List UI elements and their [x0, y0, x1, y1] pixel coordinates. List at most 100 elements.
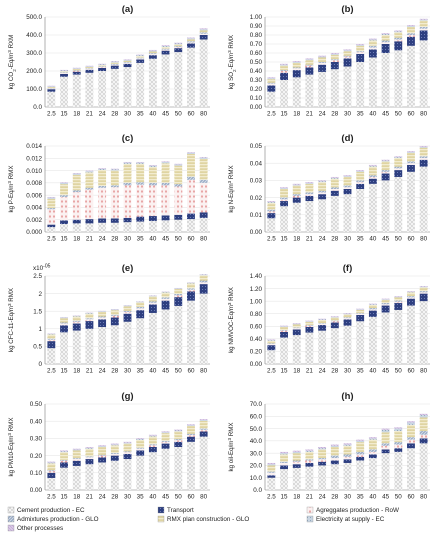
bar-other	[47, 85, 56, 87]
bar-rmx_plant	[47, 463, 56, 471]
y-tick-label: 60.0	[250, 413, 263, 420]
bar-aggregates	[368, 47, 377, 50]
bar-cement	[368, 57, 377, 107]
bar-admixtures	[199, 428, 208, 430]
bar-aggregates	[161, 298, 170, 301]
bar-electricity	[419, 415, 428, 418]
bar-rmx_plant	[60, 318, 68, 323]
y-tick-label: 100.0	[26, 86, 42, 93]
y-tick-label: 1.00	[250, 14, 263, 21]
bar-cement	[110, 222, 119, 232]
bar-admixtures	[318, 323, 327, 324]
legend-swatch	[7, 515, 15, 523]
bar-rmx_plant	[148, 51, 157, 54]
bar-transport	[136, 310, 145, 319]
bar-rmx_plant	[394, 297, 403, 301]
bar-rmx_plant	[110, 170, 119, 186]
bar-aggregates	[187, 289, 195, 292]
x-tick-label: 35	[137, 494, 145, 501]
bar-other	[148, 49, 157, 51]
y-tick-label: 0.010	[26, 168, 42, 175]
bar-other	[280, 63, 288, 65]
y-tick-label: 0.10	[250, 95, 263, 102]
bar-admixtures	[407, 161, 415, 164]
bar-admixtures	[292, 67, 301, 69]
x-tick-label: 21	[306, 494, 314, 501]
y-axis-label-part: RMX	[8, 166, 15, 181]
legend-label: Cement production - EC	[17, 507, 85, 514]
bar-rmx_plant	[305, 321, 314, 326]
bar-other	[343, 313, 352, 314]
bar-admixtures	[267, 471, 276, 473]
bar-rmx_plant	[394, 158, 403, 167]
bar-transport	[148, 447, 157, 453]
x-tick-label: 80	[200, 494, 208, 501]
bar-other	[267, 339, 276, 341]
legend-label: Agreggates production - RoW	[316, 507, 399, 514]
bar-admixtures	[174, 46, 183, 48]
bar-admixtures	[267, 82, 276, 84]
bar-transport	[356, 183, 365, 189]
bar-transport	[72, 460, 81, 466]
bar-cement	[407, 171, 415, 232]
panel-title: (f)	[343, 263, 353, 274]
bar-electricity	[47, 86, 56, 88]
legend-swatch	[157, 506, 165, 514]
bar-electricity	[60, 317, 68, 319]
bar-rmx_plant	[174, 431, 183, 440]
bar-rmx_plant	[407, 152, 415, 162]
bar-rmx_plant	[267, 79, 276, 83]
bar-admixtures	[123, 451, 132, 453]
bar-aggregates	[47, 339, 56, 342]
axis-multiplier-base: x10	[33, 265, 44, 272]
bar-admixtures	[60, 459, 68, 461]
bar-cement	[407, 45, 415, 107]
x-tick-label: 21	[306, 368, 314, 375]
bar-transport	[267, 213, 276, 219]
bar-cement	[419, 301, 428, 364]
x-tick-label: 60	[407, 494, 415, 501]
bar-transport	[123, 313, 132, 322]
bar-transport	[85, 69, 94, 73]
bar-admixtures	[292, 194, 301, 196]
bar-other	[187, 152, 195, 153]
bar-cement	[148, 220, 157, 232]
bar-transport	[47, 341, 56, 349]
y-axis-label-part: kg CFC-11-Eq/m	[8, 306, 15, 352]
bar-admixtures	[187, 176, 195, 180]
bar-other	[407, 421, 415, 423]
bar-cement	[72, 223, 81, 232]
bar-admixtures	[98, 66, 107, 68]
bar-other	[85, 65, 94, 67]
bar-cement	[356, 62, 365, 107]
bar-transport	[381, 44, 390, 53]
bar-electricity	[148, 435, 157, 437]
bar-other	[381, 33, 390, 35]
bar-cement	[174, 447, 183, 490]
y-tick-label: 0.40	[30, 418, 43, 425]
bar-cement	[368, 183, 377, 232]
y-tick-label: 0.10	[30, 470, 43, 477]
bar-transport	[318, 64, 327, 72]
bar-admixtures	[280, 461, 288, 463]
bar-other	[60, 450, 68, 452]
bar-other	[161, 431, 170, 433]
bar-transport	[368, 49, 377, 58]
bar-other	[381, 428, 390, 430]
x-tick-label: 40	[369, 236, 377, 243]
bar-electricity	[292, 451, 301, 454]
bar-admixtures	[148, 301, 157, 303]
x-tick-label: 60	[407, 368, 415, 375]
y-tick-label: 0.50	[250, 59, 263, 66]
panel-a: (a) 0.0 100.0 200.0 300.0 400.0 500.0 kg CO2-Eq…	[7, 4, 210, 118]
bar-cement	[292, 335, 301, 364]
y-tick-label: 0.80	[250, 311, 263, 318]
bar-electricity	[330, 53, 339, 55]
x-tick-label: 60	[407, 111, 415, 118]
x-tick-label: 28	[331, 368, 339, 375]
bar-aggregates	[305, 325, 314, 327]
x-tick-label: 40	[369, 368, 377, 375]
bar-electricity	[343, 176, 352, 177]
bar-rmx_plant	[161, 433, 170, 441]
bar-electricity	[72, 449, 81, 451]
